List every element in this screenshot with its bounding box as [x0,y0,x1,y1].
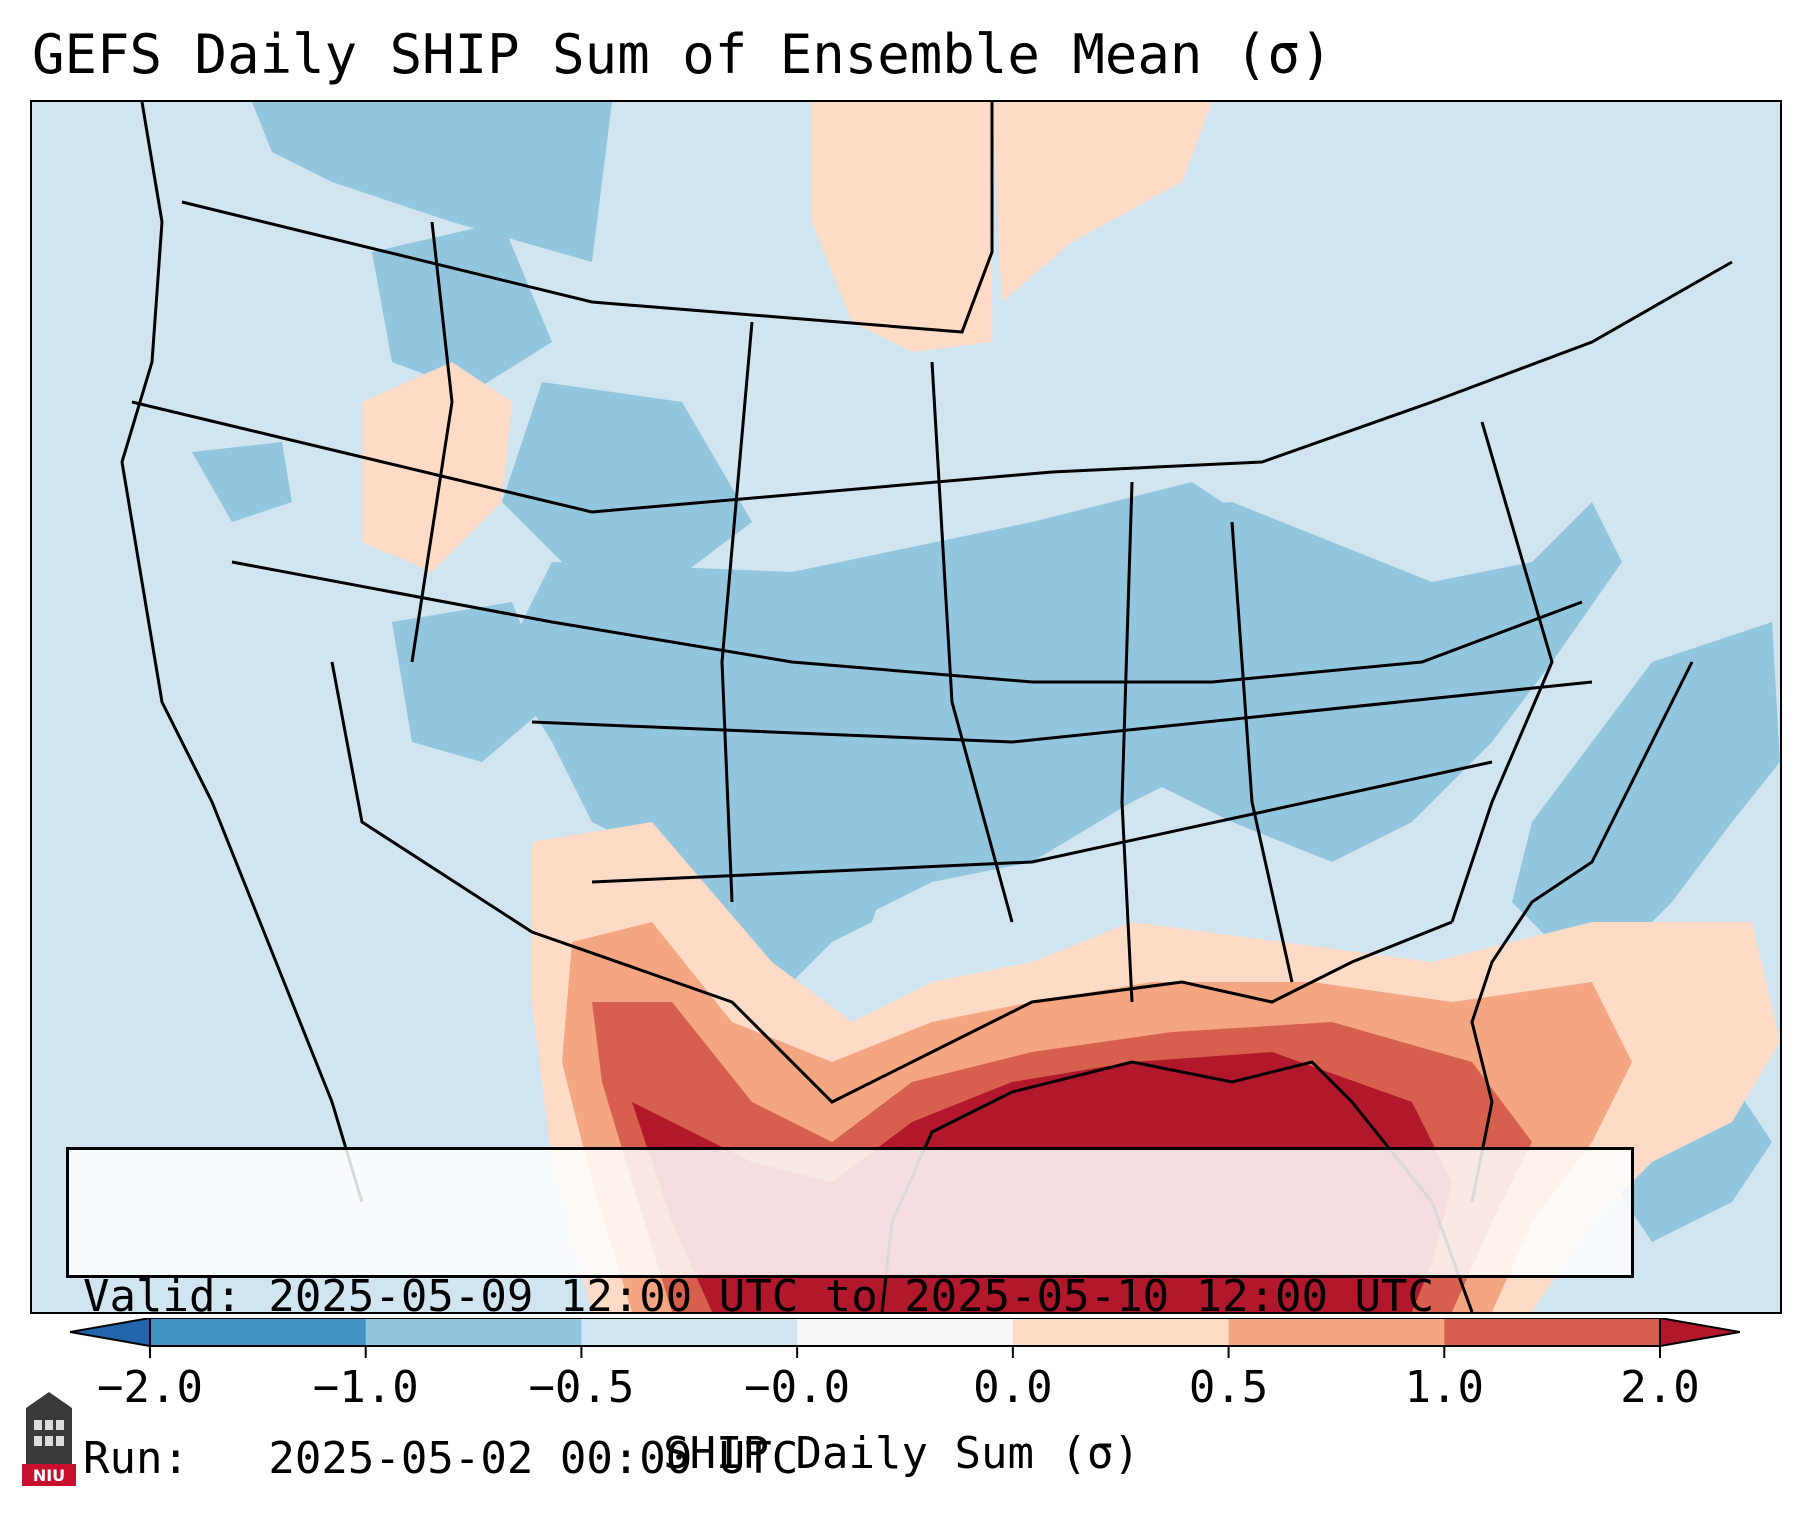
state-borders [131,102,1733,1104]
colorbar-over-triangle [1659,1318,1740,1348]
colorbar-tick-label: 2.0 [1620,1362,1700,1413]
map-title: GEFS Daily SHIP Sum of Ensemble Mean (σ) [32,23,1333,86]
logo-text: NIU [33,1466,65,1485]
colorbar-tick-label: −1.0 [312,1362,419,1413]
run-time-text: Run: 2025-05-02 00:00 UTC [83,1433,799,1484]
colorbar-tick-label: 0.0 [973,1362,1053,1413]
colorbar-tick-label: −0.5 [528,1362,635,1413]
colorbar-tick-label: 0.5 [1188,1362,1269,1413]
colorbar-segment [150,1318,367,1346]
negative-anomaly-regions [192,102,1780,1242]
colorbar-segment [1228,1318,1445,1346]
valid-run-info-box: Valid: 2025-05-09 12:00 UTC to 2025-05-1… [66,1147,1634,1484]
colorbar-ticks [149,1346,1661,1358]
colorbar [70,1318,1740,1358]
colorbar-tick-label: −0.0 [744,1362,851,1413]
colorbar-segment [1012,1318,1230,1346]
niu-logo-icon: NIU [22,1392,76,1486]
colorbar-segment [365,1318,582,1346]
valid-time-text: Valid: 2025-05-09 12:00 UTC to 2025-05-1… [83,1271,1435,1322]
colorbar-under-triangle [70,1318,151,1348]
colorbar-tick-label: −2.0 [97,1362,203,1413]
colorbar-segment [797,1318,1014,1346]
ship-map [120,102,1780,1312]
colorbar-label: SHIP Daily Sum (σ) [663,1428,1140,1479]
colorbar-segments [149,1318,1661,1347]
colorbar-segment [581,1318,798,1346]
colorbar-segment [1444,1318,1661,1346]
map-panel [30,100,1782,1314]
colorbar-tick-label: 1.0 [1404,1362,1485,1413]
